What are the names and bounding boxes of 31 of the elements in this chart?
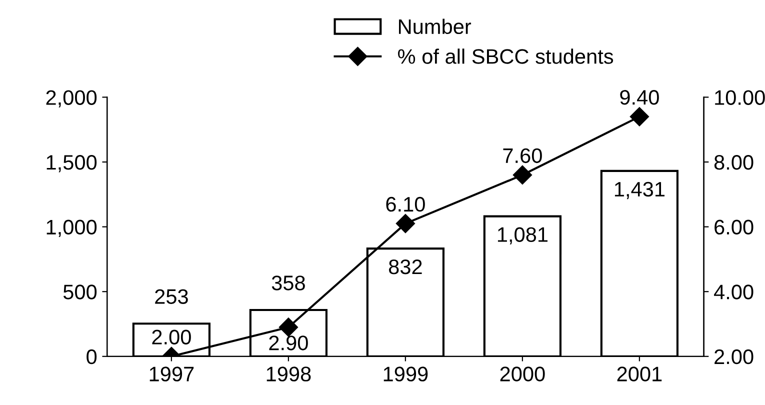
x-tick-label: 1999 (384, 366, 428, 382)
x-tick-label: 1997 (150, 366, 194, 382)
y-tick-label: 1,500 (46, 155, 97, 172)
data-label: 358 (272, 276, 305, 290)
x-tick-label: 2001 (617, 366, 662, 382)
x-tick-label: 2000 (500, 366, 545, 382)
point (630, 107, 649, 126)
data-label: 253 (155, 289, 188, 304)
y-tick-label: 2,000 (46, 90, 97, 108)
data-label: 1,081 (498, 227, 548, 244)
data-label: 9.40 (620, 90, 659, 105)
data-label: 1,431 (614, 182, 665, 200)
data-label: 6.10 (386, 196, 425, 212)
y2-tick-label: 8.00 (714, 155, 754, 170)
data-label: 2.00 (152, 330, 191, 345)
data-label: 7.60 (503, 148, 542, 164)
y2-tick-label: 2.00 (714, 349, 754, 364)
x-tick-label: 1998 (266, 366, 311, 382)
y-tick-label: 1,000 (46, 220, 97, 238)
data-label: 832 (388, 259, 422, 274)
legend-label: % of all SBCC students (398, 48, 614, 64)
legend-label: Number (398, 18, 472, 34)
point (278, 318, 298, 337)
point (512, 165, 532, 184)
data-label: 2.90 (269, 336, 308, 350)
y2-tick-label: 10.00 (715, 90, 765, 105)
point (396, 214, 415, 234)
y-tick-label: 0 (86, 349, 97, 364)
y2-tick-label: 4.00 (714, 284, 754, 300)
y-tick-label: 500 (63, 284, 97, 300)
y2-tick-label: 6.00 (714, 220, 754, 235)
